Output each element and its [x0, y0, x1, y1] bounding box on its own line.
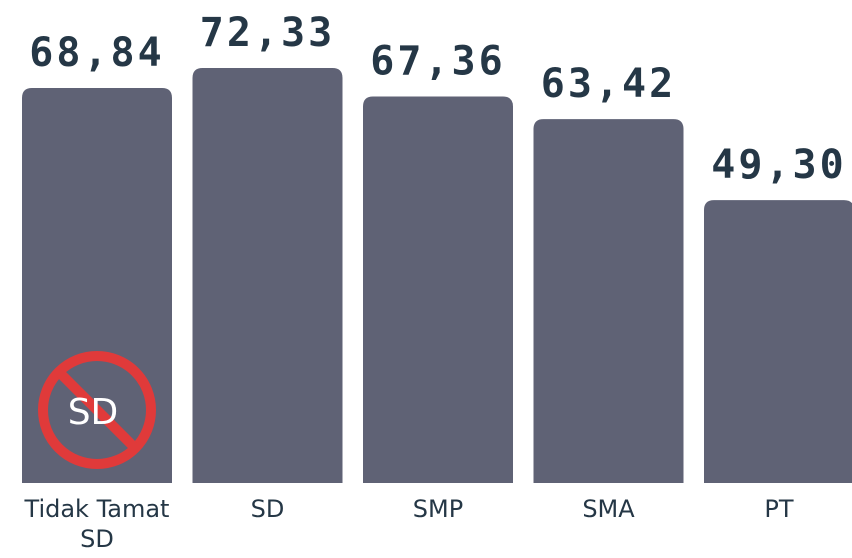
bar	[704, 200, 852, 483]
value-label: 67,36	[370, 38, 505, 84]
category-label: Tidak Tamat SD	[24, 495, 170, 553]
value-label: 72,33	[200, 10, 335, 56]
value-label: 68,84	[29, 30, 164, 76]
icon-circle	[38, 351, 156, 469]
category-label: SMP	[412, 495, 464, 523]
icon-text: SD	[68, 392, 119, 433]
category-label: SD	[250, 495, 285, 523]
value-label: 49,30	[711, 142, 846, 188]
bar	[192, 67, 343, 484]
value-label: 63,42	[541, 61, 676, 107]
bar	[363, 96, 513, 483]
category-label: SMA	[582, 495, 635, 523]
bar	[533, 119, 684, 483]
category-label: PT	[764, 495, 794, 523]
icon-slash	[55, 368, 139, 452]
no-sd-icon: SD	[38, 351, 156, 469]
bar	[22, 87, 172, 483]
